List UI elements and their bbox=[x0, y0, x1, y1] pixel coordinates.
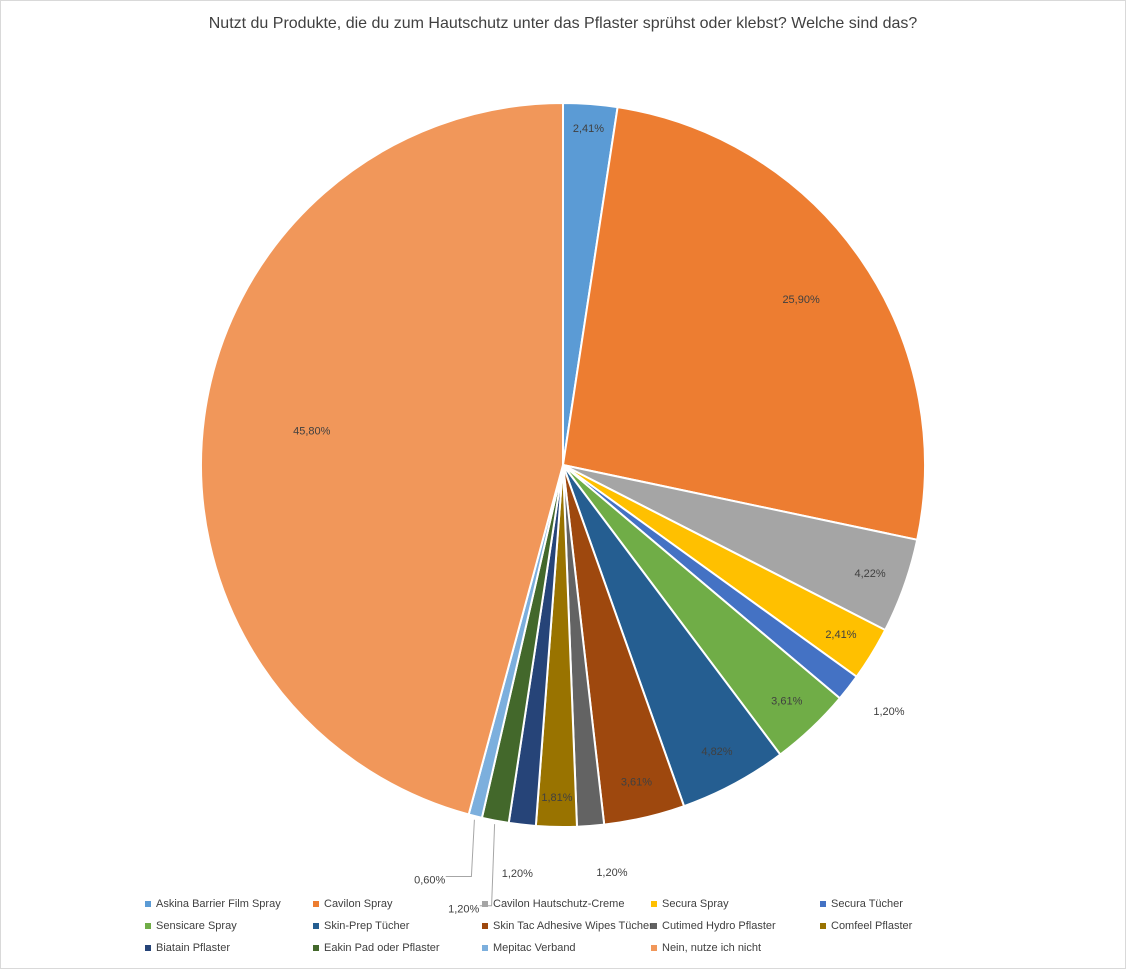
legend-label: Skin Tac Adhesive Wipes Tücher bbox=[493, 920, 653, 932]
legend-item-eakin-pad-oder-pflaster: Eakin Pad oder Pflaster bbox=[313, 942, 440, 954]
data-label-skin-prep-t-cher: 4,82% bbox=[701, 746, 732, 758]
legend-label: Cavilon Spray bbox=[324, 898, 393, 910]
legend-label: Secura Spray bbox=[662, 898, 729, 910]
data-label-comfeel-pflaster: 1,81% bbox=[541, 792, 572, 804]
data-label-eakin-pad-oder-pflaster: 1,20% bbox=[448, 904, 479, 916]
legend-item-secura-t-cher: Secura Tücher bbox=[820, 898, 903, 910]
legend-label: Secura Tücher bbox=[831, 898, 903, 910]
legend-label: Cavilon Hautschutz-Creme bbox=[493, 898, 625, 910]
legend-swatch bbox=[313, 901, 319, 907]
data-label-askina-barrier-film-spray: 2,41% bbox=[573, 123, 604, 135]
legend-item-askina-barrier-film-spray: Askina Barrier Film Spray bbox=[145, 898, 281, 910]
legend-swatch bbox=[820, 923, 826, 929]
data-label-secura-t-cher: 1,20% bbox=[873, 706, 904, 718]
legend-item-skin-prep-t-cher: Skin-Prep Tücher bbox=[313, 920, 409, 932]
data-label-skin-tac-adhesive-wipes-t-cher: 3,61% bbox=[621, 776, 652, 788]
legend-item-secura-spray: Secura Spray bbox=[651, 898, 729, 910]
data-label-sensicare-spray: 3,61% bbox=[771, 696, 802, 708]
legend-label: Sensicare Spray bbox=[156, 920, 237, 932]
data-label-biatain-pflaster: 1,20% bbox=[502, 868, 533, 880]
legend-label: Cutimed Hydro Pflaster bbox=[662, 920, 776, 932]
legend-item-comfeel-pflaster: Comfeel Pflaster bbox=[820, 920, 912, 932]
data-label-cavilon-hautschutz-creme: 4,22% bbox=[854, 568, 885, 580]
legend-swatch bbox=[651, 945, 657, 951]
legend-item-biatain-pflaster: Biatain Pflaster bbox=[145, 942, 230, 954]
legend-label: Comfeel Pflaster bbox=[831, 920, 913, 932]
legend-swatch bbox=[313, 923, 319, 929]
data-label-mepitac-verband: 0,60% bbox=[414, 874, 445, 886]
legend-label: Nein, nutze ich nicht bbox=[662, 942, 762, 954]
legend-swatch bbox=[145, 945, 151, 951]
legend-swatch bbox=[313, 945, 319, 951]
legend-label: Askina Barrier Film Spray bbox=[156, 898, 281, 910]
legend-item-cutimed-hydro-pflaster: Cutimed Hydro Pflaster bbox=[651, 920, 776, 932]
legend-label: Biatain Pflaster bbox=[156, 942, 230, 954]
legend-swatch bbox=[482, 901, 488, 907]
legend-item-cavilon-hautschutz-creme: Cavilon Hautschutz-Creme bbox=[482, 898, 624, 910]
legend-item-mepitac-verband: Mepitac Verband bbox=[482, 942, 576, 954]
legend-swatch bbox=[145, 901, 151, 907]
legend-item-sensicare-spray: Sensicare Spray bbox=[145, 920, 237, 932]
data-label-cavilon-spray: 25,90% bbox=[782, 294, 820, 306]
data-label-nein-nutze-ich-nicht: 45,80% bbox=[293, 426, 331, 438]
legend-label: Eakin Pad oder Pflaster bbox=[324, 942, 440, 954]
legend-item-nein-nutze-ich-nicht: Nein, nutze ich nicht bbox=[651, 942, 761, 954]
data-label-secura-spray: 2,41% bbox=[825, 629, 856, 641]
pie-slice-cavilon-spray bbox=[561, 106, 926, 541]
leader-line bbox=[479, 824, 496, 907]
legend-label: Skin-Prep Tücher bbox=[324, 920, 410, 932]
legend-label: Mepitac Verband bbox=[493, 942, 576, 954]
legend-swatch bbox=[145, 923, 151, 929]
legend-item-cavilon-spray: Cavilon Spray bbox=[313, 898, 392, 910]
chart-title: Nutzt du Produkte, die du zum Hautschutz… bbox=[208, 15, 918, 32]
legend-swatch bbox=[820, 901, 826, 907]
legend-swatch bbox=[482, 923, 488, 929]
legend-swatch bbox=[482, 945, 488, 951]
legend-swatch bbox=[651, 901, 657, 907]
legend-swatch bbox=[651, 923, 657, 929]
data-label-cutimed-hydro-pflaster: 1,20% bbox=[596, 867, 627, 879]
pie-slice-nein-nutze-ich-nicht bbox=[200, 101, 564, 816]
leader-line bbox=[445, 819, 475, 877]
legend-item-skin-tac-adhesive-wipes-t-cher: Skin Tac Adhesive Wipes Tücher bbox=[482, 920, 653, 932]
